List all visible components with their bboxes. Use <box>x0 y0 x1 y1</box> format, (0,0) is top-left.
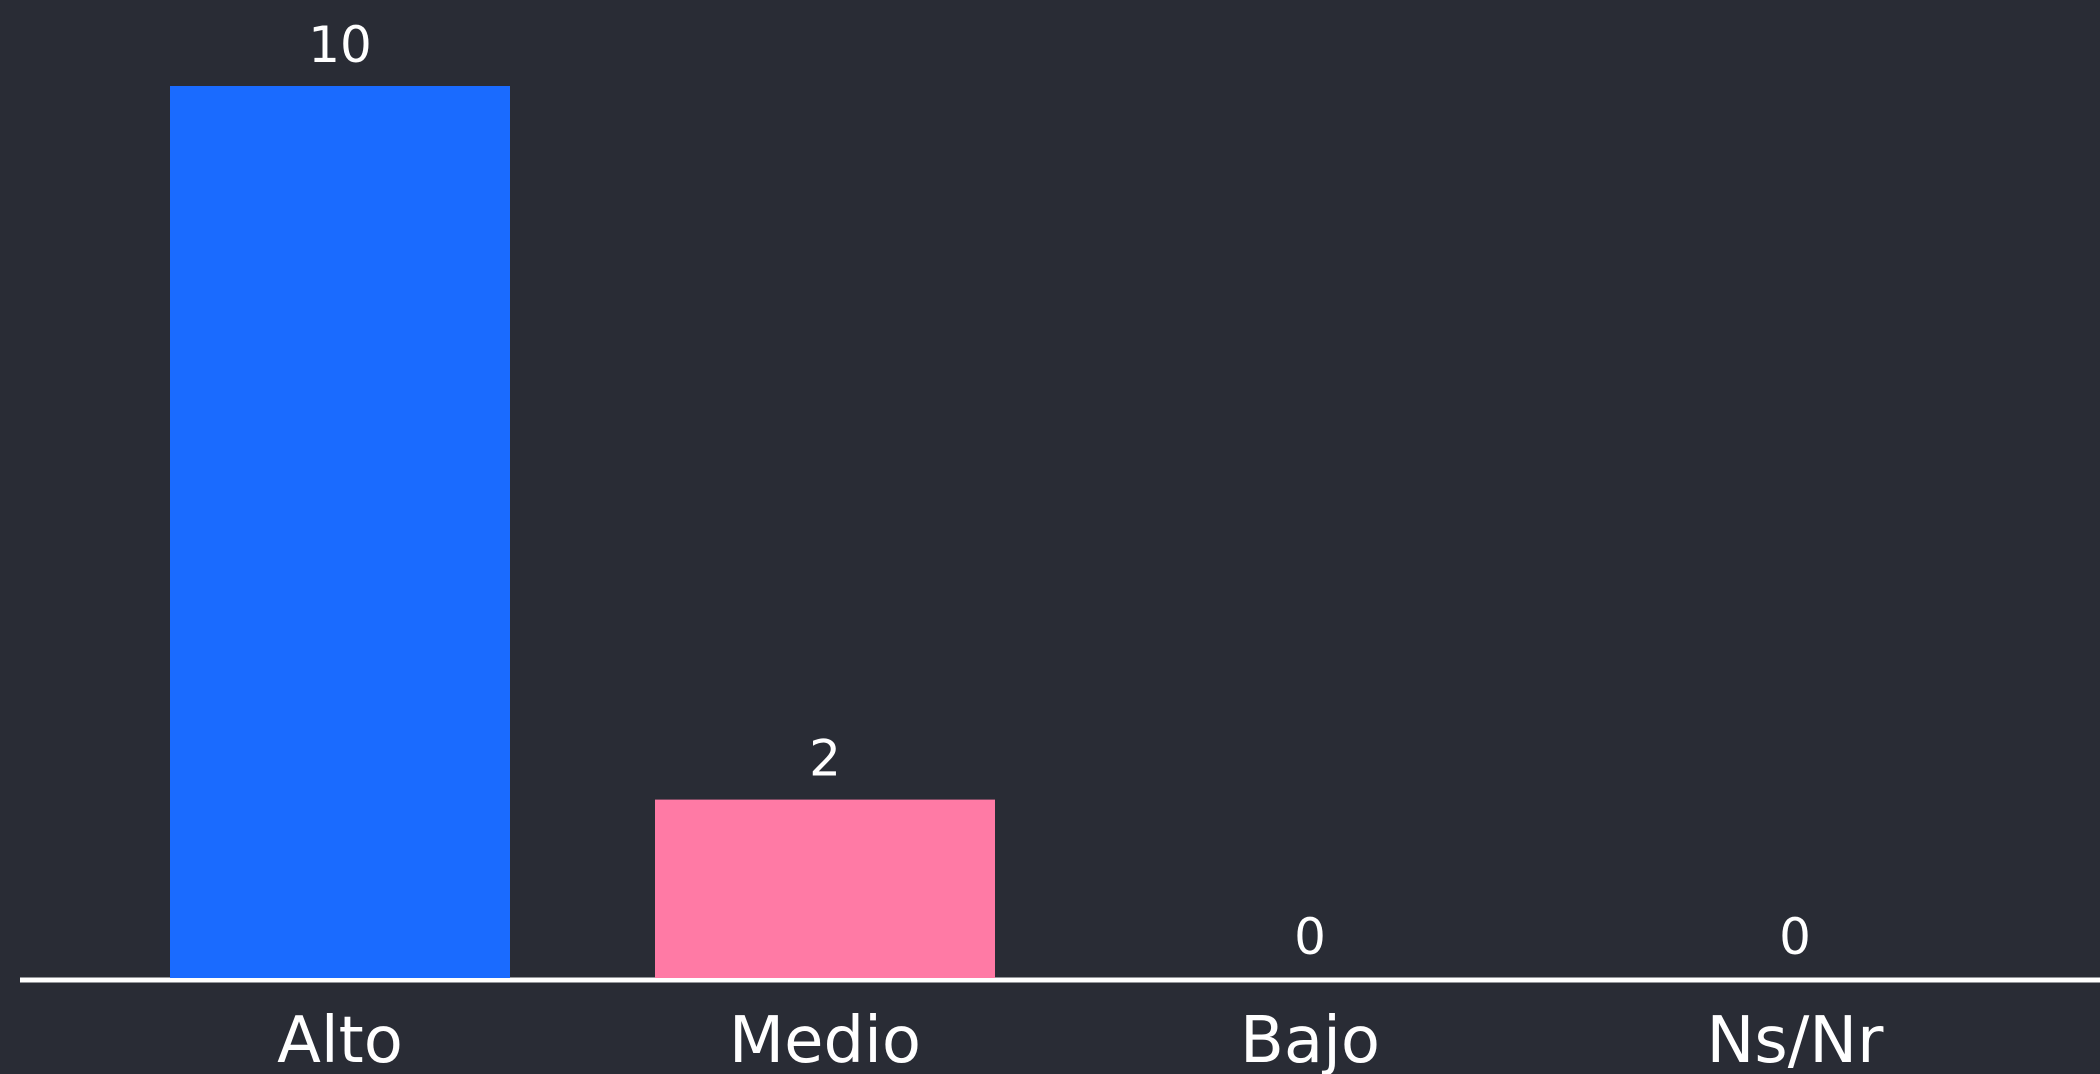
x-tick-label-medio: Medio <box>729 1004 921 1074</box>
x-tick-label-bajo: Bajo <box>1240 1004 1380 1074</box>
bars-group <box>170 86 995 978</box>
bar-alto <box>170 86 510 978</box>
x-tick-label-ns-nr: Ns/Nr <box>1707 1004 1885 1074</box>
data-label-medio: 2 <box>809 730 841 788</box>
data-label-bajo: 0 <box>1294 908 1326 966</box>
value-labels-group: 10 2 0 0 <box>308 16 1811 966</box>
data-label-ns-nr: 0 <box>1779 908 1811 966</box>
x-tick-label-alto: Alto <box>277 1004 403 1074</box>
data-label-alto: 10 <box>308 16 372 74</box>
bar-medio <box>655 799 995 978</box>
tick-labels-group: Alto Medio Bajo Ns/Nr <box>277 1004 1884 1074</box>
